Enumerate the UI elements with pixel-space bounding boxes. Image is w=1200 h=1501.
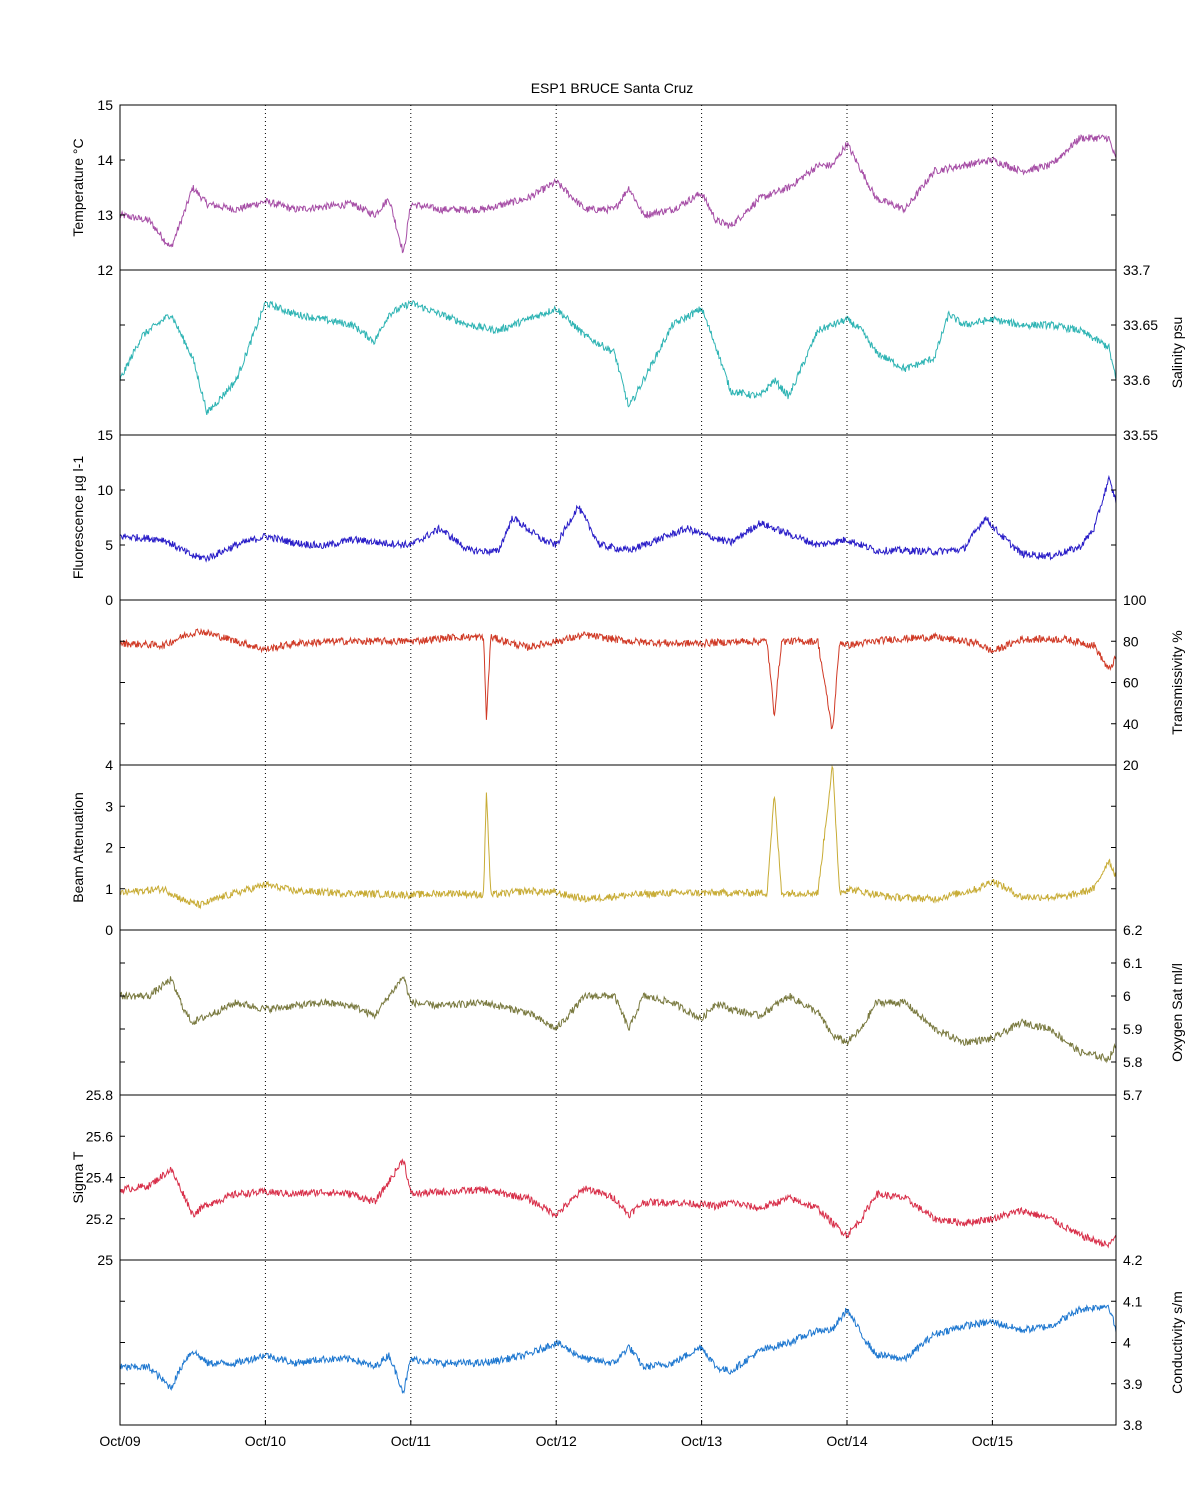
panel-sigma_t: 25 25.2 25.4 25.6 25.8 Sigma T	[70, 1087, 1117, 1268]
x-tick-label: Oct/09	[99, 1433, 140, 1449]
series-line-oxygen_sat	[119, 976, 1117, 1064]
y-tick-label: 33.7	[1123, 262, 1150, 278]
y-tick-label: 25.2	[86, 1211, 113, 1227]
series-line-transmissivity	[119, 627, 1117, 730]
y-axis-label-oxygen_sat: Oxygen Sat ml/l	[1169, 963, 1185, 1062]
series-line-salinity	[119, 299, 1117, 416]
y-tick-label: 6.1	[1123, 955, 1143, 971]
panel-frame-oxygen_sat	[119, 929, 1117, 1096]
panel-conductivity: 3.8 3.9 4 4.1 4.2 Conductivity s/m	[119, 1252, 1185, 1433]
y-tick-label: 6.2	[1123, 922, 1143, 938]
panel-frame-beam_attenuation	[119, 764, 1117, 931]
y-tick-label: 15	[97, 97, 113, 113]
y-axis-label-sigma_t: Sigma T	[70, 1151, 86, 1203]
x-tick-label: Oct/15	[972, 1433, 1013, 1449]
y-tick-label: 1	[105, 881, 113, 897]
y-tick-label: 20	[1123, 757, 1139, 773]
panel-frame-salinity	[119, 269, 1117, 436]
y-axis-label-temperature: Temperature °C	[70, 138, 86, 236]
vertical-grid-lines	[264, 105, 993, 1425]
y-tick-label: 3.9	[1123, 1376, 1143, 1392]
panel-frame-sigma_t	[119, 1094, 1117, 1261]
y-tick-label: 33.55	[1123, 427, 1158, 443]
y-tick-label: 3.8	[1123, 1417, 1143, 1433]
chart-title: ESP1 BRUCE Santa Cruz	[531, 80, 694, 96]
y-tick-label: 5.9	[1123, 1021, 1143, 1037]
panel-fluorescence: 0 5 10 15 Fluorescence µg l-1	[70, 427, 1117, 608]
y-tick-label: 0	[105, 922, 113, 938]
y-tick-label: 15	[97, 427, 113, 443]
y-tick-label: 10	[97, 482, 113, 498]
series-line-temperature	[119, 133, 1117, 254]
y-tick-label: 5.7	[1123, 1087, 1143, 1103]
panel-frame-fluorescence	[119, 434, 1117, 601]
y-tick-label: 80	[1123, 633, 1139, 649]
y-tick-label: 3	[105, 798, 113, 814]
y-tick-label: 6	[1123, 988, 1131, 1004]
y-tick-label: 25.4	[86, 1170, 113, 1186]
panel-oxygen_sat: 5.7 5.8 5.9 6 6.1 6.2 Oxygen Sat ml/l	[119, 922, 1185, 1103]
y-tick-label: 25.8	[86, 1087, 113, 1103]
y-tick-label: 5	[105, 537, 113, 553]
y-tick-label: 33.65	[1123, 317, 1158, 333]
y-tick-label: 4	[1123, 1335, 1131, 1351]
y-tick-label: 60	[1123, 675, 1139, 691]
panel-frame-temperature	[119, 104, 1117, 271]
series-line-conductivity	[119, 1304, 1117, 1394]
x-tick-label: Oct/11	[391, 1433, 431, 1449]
y-tick-label: 40	[1123, 716, 1139, 732]
y-tick-label: 4.1	[1123, 1293, 1143, 1309]
panel-temperature: 12 13 14 15 Temperature °C	[70, 97, 1117, 278]
panel-frame-transmissivity	[119, 599, 1117, 766]
series-line-sigma_t	[119, 1158, 1117, 1249]
panel-frame-conductivity	[119, 1259, 1117, 1426]
x-axis-ticks: Oct/09 Oct/10 Oct/11 Oct/12 Oct/13 Oct/14 Oct/…	[99, 1420, 1013, 1449]
y-tick-label: 12	[97, 262, 113, 278]
x-tick-label: Oct/14	[826, 1433, 867, 1449]
y-tick-label: 100	[1123, 592, 1147, 608]
y-axis-label-transmissivity: Transmissivity %	[1169, 630, 1185, 735]
y-tick-label: 2	[105, 840, 113, 856]
y-axis-label-fluorescence: Fluorescence µg l-1	[70, 456, 86, 579]
series-line-fluorescence	[119, 474, 1117, 563]
x-tick-label: Oct/13	[681, 1433, 722, 1449]
panel-salinity: 33.55 33.6 33.65 33.7 Salinity psu	[119, 262, 1185, 443]
series-line-beam_attenuation	[119, 764, 1117, 910]
y-tick-label: 5.8	[1123, 1054, 1143, 1070]
y-tick-label: 14	[97, 152, 113, 168]
y-tick-label: 13	[97, 207, 113, 223]
y-tick-label: 25	[97, 1252, 113, 1268]
panel-transmissivity: 20 40 60 80 100 Transmissivity %	[119, 592, 1185, 773]
y-tick-label: 25.6	[86, 1128, 113, 1144]
x-tick-label: Oct/12	[536, 1433, 577, 1449]
x-tick-label: Oct/10	[245, 1433, 286, 1449]
y-axis-label-salinity: Salinity psu	[1169, 317, 1185, 389]
y-axis-label-conductivity: Conductivity s/m	[1169, 1291, 1185, 1394]
y-tick-label: 33.6	[1123, 372, 1150, 388]
y-tick-label: 4.2	[1123, 1252, 1143, 1268]
y-tick-label: 4	[105, 757, 113, 773]
panel-beam_attenuation: 0 1 2 3 4 Beam Attenuation	[70, 757, 1117, 938]
y-tick-label: 0	[105, 592, 113, 608]
y-axis-label-beam_attenuation: Beam Attenuation	[70, 792, 86, 903]
